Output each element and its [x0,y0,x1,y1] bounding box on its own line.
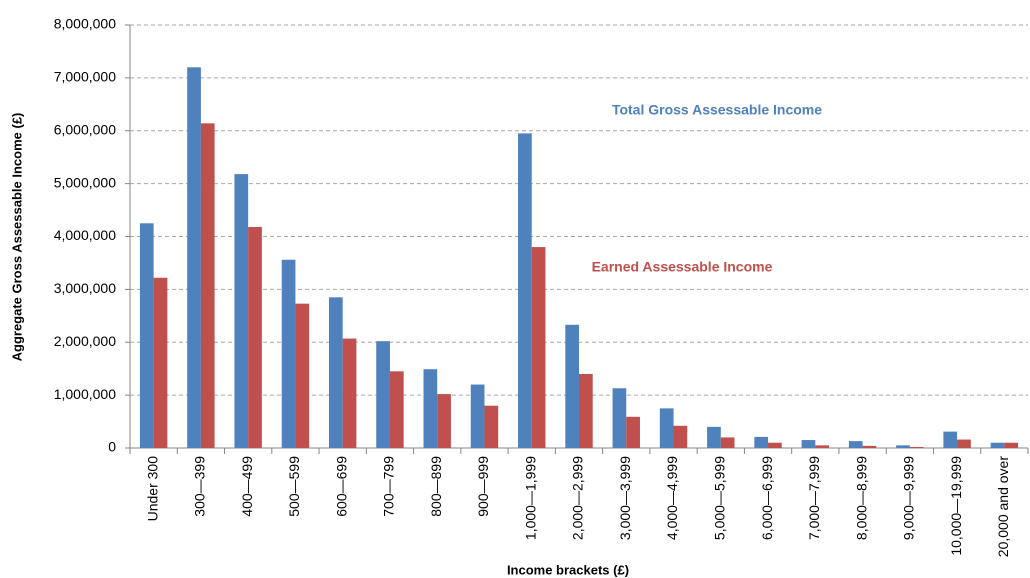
x-tick-label: 300—399 [192,456,208,517]
bar [943,431,958,448]
bar [673,425,688,448]
x-tick-label: 1,000—1,999 [522,456,538,540]
bar [659,408,674,448]
x-tick-label: 5,000—5,999 [711,456,727,540]
y-tick-label: 3,000,000 [54,280,116,296]
bar [1004,442,1019,448]
y-tick-label: 2,000,000 [54,333,116,349]
bar [484,405,499,448]
bar [234,174,249,449]
x-tick-label: 600—699 [333,456,349,517]
bar [957,439,971,448]
bar [990,442,1005,448]
bar [815,445,830,448]
bar [801,440,816,448]
bar [187,67,201,449]
bar [754,436,769,448]
x-tick-label: Under 300 [144,456,160,522]
bar [389,371,404,448]
bar [565,324,579,448]
bar [896,445,910,448]
bar [707,426,721,448]
x-tick-label: 20,000 and over [995,456,1011,558]
y-tick-label: 4,000,000 [54,227,116,243]
x-tick-label: 500—599 [286,456,302,517]
x-tick-label: 9,000—9,999 [901,456,917,540]
bar [612,388,627,448]
bar [200,123,215,448]
bar [720,437,735,448]
bar [531,247,546,448]
series-label: Total Gross Assessable Income [612,102,822,118]
x-tick-label: 2,000—2,999 [570,456,586,540]
x-tick-label: 10,000—19,999 [948,456,964,556]
bar [848,441,863,448]
x-tick-label: 7,000—7,999 [806,456,822,540]
y-tick-label: 0 [108,439,116,455]
bar [437,394,451,448]
x-tick-label: 900—999 [475,456,491,517]
y-axis-title: Aggregate Gross Assessable Income (£) [9,113,24,362]
x-tick-label: 6,000—6,999 [759,456,775,540]
y-tick-label: 5,000,000 [54,174,116,190]
bar [281,259,296,448]
x-tick-label: 8,000—8,999 [853,456,869,540]
bar [248,226,262,448]
bar [862,445,877,448]
bar [423,369,438,448]
y-tick-label: 7,000,000 [54,69,116,85]
y-tick-label: 6,000,000 [54,121,116,137]
x-tick-label: 400—499 [239,456,255,517]
bar [295,303,310,448]
x-tick-label: 4,000—4,999 [664,456,680,540]
bar [139,223,154,448]
x-axis-title: Income brackets (£) [507,562,629,577]
bar [342,338,357,448]
bar [376,341,390,448]
bar [768,442,782,448]
y-tick-label: 8,000,000 [54,16,116,32]
bar [328,297,343,448]
bar [518,133,532,449]
x-tick-label: 800—899 [428,456,444,517]
bar [579,373,593,448]
x-tick-label: 700—799 [381,456,397,517]
x-tick-label: 3,000—3,999 [617,456,633,540]
y-tick-label: 1,000,000 [54,386,116,402]
bar [909,446,924,448]
bar [626,416,640,448]
series-label: Earned Assessable Income [592,259,773,275]
bar [470,384,485,448]
bar [153,277,168,448]
